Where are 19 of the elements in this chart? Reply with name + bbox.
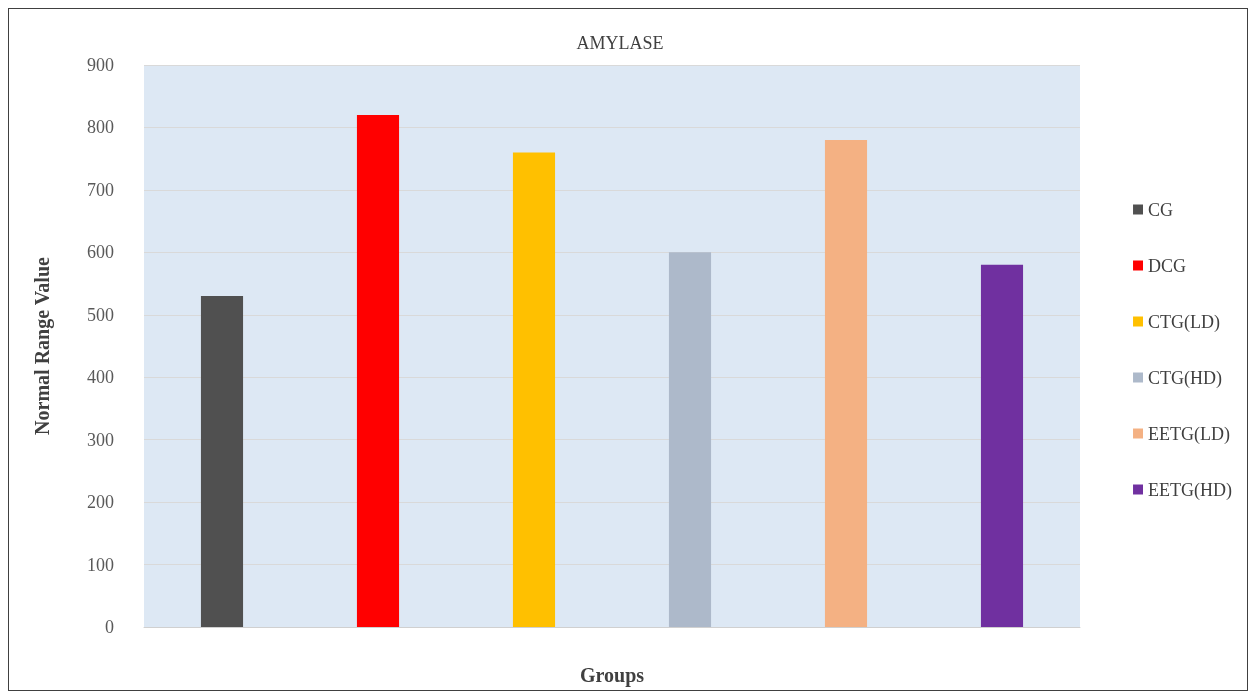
y-tick-label: 400 — [87, 367, 114, 388]
y-tick-label: 500 — [87, 304, 114, 325]
y-tick-label: 800 — [87, 117, 114, 138]
x-axis-title: Groups — [579, 664, 645, 687]
y-tick-label: 100 — [87, 554, 114, 575]
legend-label: EETG(HD) — [1148, 479, 1233, 501]
legend-label: CG — [1148, 199, 1174, 220]
y-tick-label: 200 — [87, 492, 114, 513]
y-axis-title: Normal Range Value — [31, 256, 54, 435]
legend-label: CTG(HD) — [1148, 367, 1223, 389]
y-tick-label: 0 — [105, 617, 114, 637]
y-tick-label: 300 — [87, 429, 114, 450]
legend-label: CTG(LD) — [1148, 311, 1221, 333]
legend-label: EETG(LD) — [1148, 423, 1230, 445]
y-tick-label: 900 — [87, 55, 114, 75]
chart-title: AMYLASE — [576, 33, 664, 53]
y-tick-label: 600 — [87, 242, 114, 263]
legend-label: DCG — [1148, 255, 1187, 276]
y-tick-label: 700 — [87, 179, 114, 200]
